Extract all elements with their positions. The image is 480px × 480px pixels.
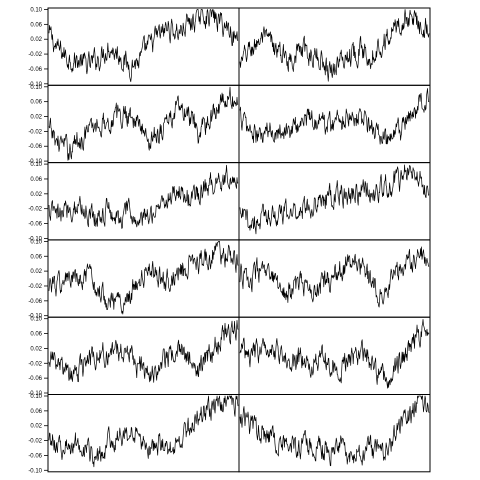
y-tick-label: 0.10	[30, 239, 42, 245]
y-tick-label: 0.10	[30, 317, 42, 323]
panel-frame	[47, 7, 240, 86]
y-tick-label: 0.06	[30, 409, 42, 415]
y-tick-label: 0.10	[30, 394, 42, 400]
panel-r1-c1	[47, 7, 240, 86]
y-tick-label: -0.02	[28, 207, 42, 213]
panel-r5-c1	[47, 316, 240, 396]
y-tick-label: 0.02	[30, 192, 42, 198]
panel-r1-c2	[238, 7, 431, 86]
series-line	[48, 241, 239, 315]
series-line	[48, 9, 239, 83]
y-tick-label: -0.10	[28, 159, 42, 165]
y-tick-label: 0.02	[30, 115, 42, 121]
y-tick-label: -0.02	[28, 439, 42, 445]
panel-r5-c2	[238, 316, 431, 396]
y-tick-label: 0.02	[30, 424, 42, 430]
y-tick-label: -0.06	[28, 222, 42, 228]
y-tick-label: 0.06	[30, 22, 42, 28]
y-tick-label: -0.06	[28, 144, 42, 150]
y-tick-label: -0.02	[28, 52, 42, 58]
y-tick-label: -0.06	[28, 67, 42, 73]
series-line	[239, 88, 430, 145]
panel-frame	[238, 84, 431, 164]
series-line	[239, 246, 430, 308]
series-line	[48, 395, 239, 468]
y-tick-label: 0.06	[30, 254, 42, 260]
series-line	[48, 164, 239, 229]
series-line	[239, 164, 430, 235]
y-tick-label: -0.10	[28, 391, 42, 397]
y-tick-label: 0.06	[30, 332, 42, 338]
panel-frame	[47, 239, 240, 318]
y-tick-label: -0.06	[28, 299, 42, 305]
y-tick-label: 0.10	[30, 85, 42, 91]
panel-frame	[238, 239, 431, 318]
panel-r6-c2	[238, 394, 431, 473]
panel-frame	[47, 394, 240, 473]
y-tick-label: 0.10	[30, 8, 42, 14]
panel-r3-c1	[47, 162, 240, 241]
series-line	[239, 319, 430, 389]
y-tick-label: -0.10	[28, 314, 42, 320]
y-tick-label: 0.02	[30, 269, 42, 275]
panel-r4-c2	[238, 239, 431, 318]
y-tick-label: 0.06	[30, 177, 42, 183]
y-tick-label: -0.10	[28, 82, 42, 88]
panel-grid	[47, 7, 431, 473]
y-tick-label: -0.10	[28, 468, 42, 474]
y-tick-label: -0.10	[28, 236, 42, 242]
series-line	[239, 395, 430, 467]
panel-frame	[238, 316, 431, 396]
y-tick-label: -0.06	[28, 453, 42, 459]
y-tick-label: 0.06	[30, 100, 42, 106]
panel-r4-c1	[47, 239, 240, 318]
y-tick-label: 0.02	[30, 37, 42, 43]
y-tick-label: 0.10	[30, 162, 42, 168]
panel-r2-c1	[47, 84, 240, 164]
y-tick-label: 0.02	[30, 346, 42, 352]
panel-r3-c2	[238, 162, 431, 241]
y-tick-label: -0.02	[28, 129, 42, 135]
series-line	[48, 86, 239, 161]
panel-r2-c2	[238, 84, 431, 164]
y-tick-label: -0.02	[28, 284, 42, 290]
series-line	[48, 320, 239, 383]
y-tick-label: -0.02	[28, 361, 42, 367]
y-axis: -0.10-0.06-0.020.020.060.10-0.10-0.06-0.…	[28, 8, 48, 474]
panel-r6-c1	[47, 394, 240, 473]
series-line	[239, 9, 430, 82]
panel-frame	[238, 394, 431, 473]
y-tick-label: -0.06	[28, 376, 42, 382]
